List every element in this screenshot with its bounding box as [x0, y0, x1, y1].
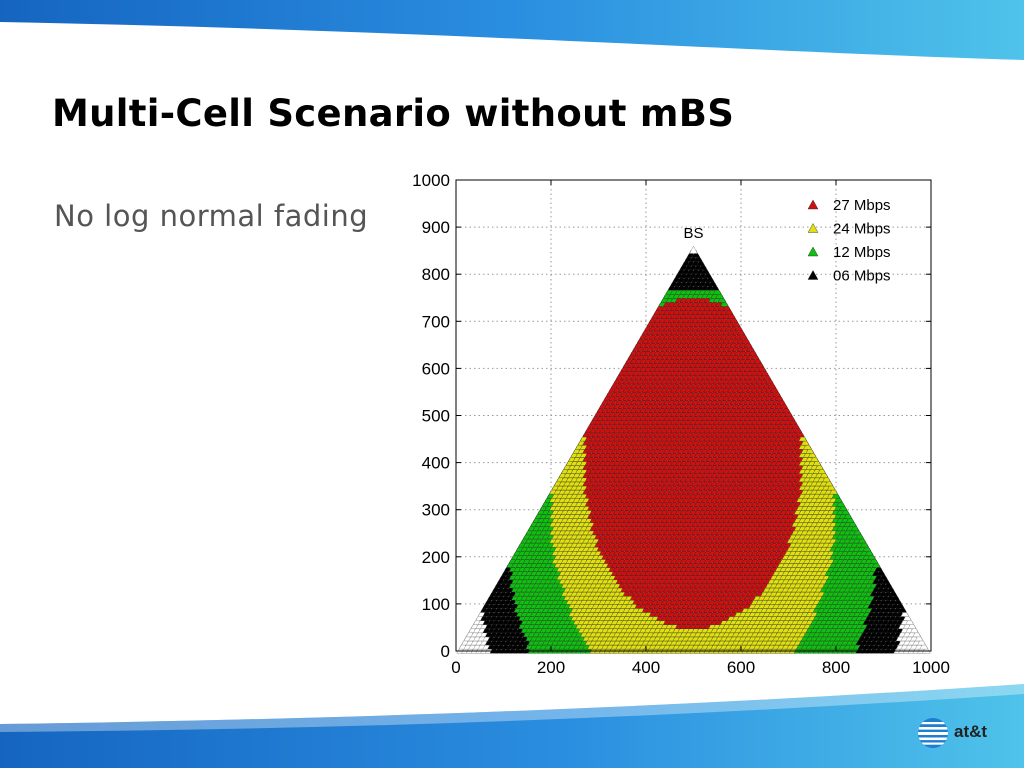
coverage-marker — [898, 604, 907, 613]
coverage-marker — [914, 633, 924, 642]
x-tick-label: 400 — [632, 658, 660, 677]
x-tick-label: 0 — [451, 658, 460, 677]
coverage-marker — [876, 567, 886, 576]
chart-svg: 0 200 400 600 800 100001002003004005006007008… — [412, 171, 950, 677]
coverage-marker — [919, 641, 929, 650]
x-tick-label: 600 — [727, 658, 755, 677]
slide-title: Multi-Cell Scenario without mBS — [52, 92, 735, 135]
coverage-marker — [902, 612, 912, 621]
coverage-marker — [895, 600, 905, 609]
coverage-marker — [905, 616, 914, 625]
coverage-marker — [912, 629, 922, 638]
coverage-marker — [879, 572, 888, 580]
coverage-marker — [883, 580, 893, 589]
coverage-marker — [900, 608, 910, 617]
coverage-marker — [907, 621, 917, 629]
coverage-marker — [910, 625, 919, 633]
bullet-text: No log normal fading — [54, 199, 369, 233]
coverage-marker — [893, 596, 903, 605]
x-tick-label: 200 — [537, 658, 565, 677]
coverage-marker — [874, 563, 884, 572]
coverage-marker — [891, 592, 900, 601]
y-tick-label: 0 — [441, 642, 450, 661]
x-tick-label: 800 — [822, 658, 850, 677]
top-swoosh — [0, 0, 1024, 60]
coverage-chart: 0 200 400 600 800 1000 0 100 200 300 400 500 600 700 8… — [390, 160, 970, 680]
coverage-marker — [917, 637, 926, 646]
coverage-marker — [886, 584, 895, 593]
x-tick-label: 1000 — [912, 658, 950, 677]
coverage-marker — [888, 588, 898, 597]
coverage-marker — [881, 576, 891, 585]
